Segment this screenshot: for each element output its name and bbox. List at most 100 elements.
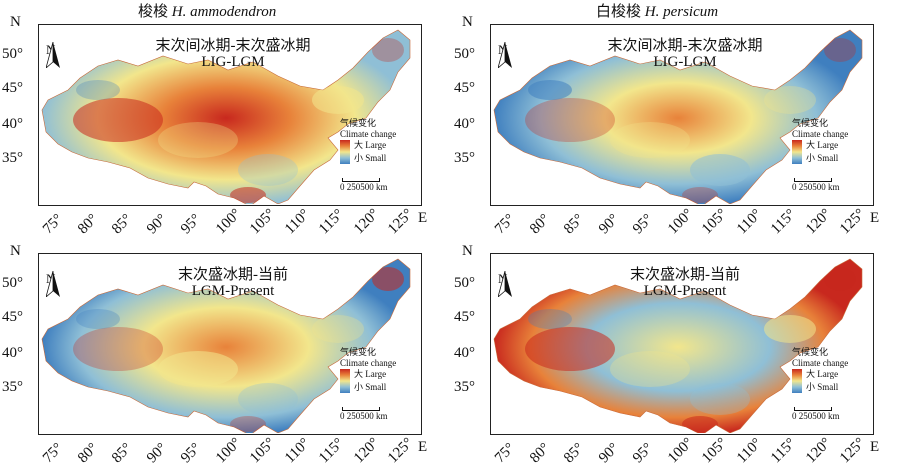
y-tick-label: 45° [454, 309, 475, 325]
raster-patch [690, 154, 750, 186]
period-label-cn: 末次盛冰期-当前 [630, 267, 740, 283]
x-tick-label: 90° [595, 211, 622, 238]
legend-small-cn: 小 [806, 382, 816, 392]
legend: 气候变化 Climate change 大 Large 小 Small [792, 347, 848, 393]
raster-patch [525, 98, 615, 142]
x-tick-label: 85° [561, 211, 588, 238]
scale-bar-labels: 0 250500 km [792, 182, 840, 192]
legend-small-cn: 小 [354, 382, 364, 392]
x-tick-label: 85° [561, 440, 588, 467]
x-tick-label: 110° [733, 435, 765, 467]
raster-patch [312, 86, 364, 114]
legend-title-en: Climate change [340, 358, 397, 368]
x-tick-label: 95° [178, 211, 205, 238]
x-tick-label: 125° [385, 205, 417, 238]
x-tick-label: 100° [212, 205, 244, 238]
map-panel-3: 50° 45° 40° 35° N 75° 80° 85° 90° 95° 100° 105° 110°… [0, 243, 448, 469]
x-tick-label: 95° [178, 440, 205, 467]
legend-large-cn: 大 [354, 369, 364, 379]
north-arrow: N [46, 42, 60, 68]
legend-large-cn: 大 [354, 140, 364, 150]
x-tick-label: 115° [316, 435, 348, 467]
x-tick-label: 80° [74, 211, 101, 238]
raster-patch [824, 267, 856, 291]
period-label-cn: 末次间冰期-末次盛冰期 [607, 38, 763, 54]
legend-title-cn: 气候变化 [792, 118, 829, 128]
x-tick-label: 110° [733, 206, 765, 238]
legend-color-ramp [792, 140, 802, 164]
raster-patch [610, 122, 690, 158]
raster-patch [76, 309, 120, 329]
period-label-en: LIG-LGM [653, 54, 717, 70]
scale-bar-labels: 0 250500 km [340, 411, 388, 421]
legend-color-ramp [340, 140, 350, 164]
raster-patch [158, 351, 238, 387]
legend: 气候变化 Climate change 大 Large 小 Small [792, 118, 848, 164]
raster-patch [528, 309, 572, 329]
x-tick-label: 115° [768, 435, 800, 467]
legend-small-en: Small [365, 153, 387, 163]
legend: 气候变化 Climate change 大 Large 小 Small [340, 347, 396, 393]
scale-bar-line [794, 178, 832, 182]
period-label-cn: 末次盛冰期-当前 [178, 267, 288, 283]
x-tick-label: 100° [212, 434, 244, 467]
legend-title-en: Climate change [792, 358, 849, 368]
x-tick-label: 115° [768, 206, 800, 238]
x-tick-label: 90° [143, 440, 170, 467]
axis-east-label: E [870, 439, 880, 455]
legend-title-cn: 气候变化 [340, 347, 377, 357]
legend-title-cn: 气候变化 [792, 347, 829, 357]
raster-patch [230, 416, 266, 432]
x-tick-label: 110° [281, 435, 313, 467]
raster-patch [525, 327, 615, 371]
x-tick-label: 100° [664, 205, 696, 238]
column-title-right: 白梭梭 H. persicum [596, 4, 719, 20]
column-title-left: 梭梭 H. ammodendron [138, 4, 277, 20]
scale-bar: 0 250500 km [792, 178, 840, 192]
period-label-en: LIG-LGM [201, 54, 265, 70]
raster-patch [73, 98, 163, 142]
climate-change-map [41, 29, 411, 204]
y-tick-label: 35° [454, 379, 475, 395]
x-tick-label: 120° [350, 434, 382, 467]
raster-patch [528, 80, 572, 100]
legend-color-ramp [792, 369, 802, 393]
legend-large-cn: 大 [806, 369, 816, 379]
y-tick-label: 40° [454, 116, 475, 132]
north-arrow-icon [498, 42, 512, 68]
scale-bar: 0 250500 km [340, 178, 388, 192]
x-tick-label: 125° [837, 205, 869, 238]
raster-patch [682, 416, 718, 432]
legend-small-en: Small [365, 382, 387, 392]
scale-bar-line [342, 178, 380, 182]
x-tick-label: 80° [526, 440, 553, 467]
axis-north-label: N [10, 243, 21, 259]
legend-large-cn: 大 [806, 140, 816, 150]
raster-patch [76, 80, 120, 100]
raster-patch [238, 154, 298, 186]
legend-small-cn: 小 [806, 153, 816, 163]
raster-patch [312, 315, 364, 343]
x-tick-label: 105° [699, 434, 731, 467]
axis-north-label: N [10, 14, 21, 30]
x-tick-label: 80° [74, 440, 101, 467]
period-label-en: LGM-Present [191, 283, 275, 299]
x-tick-label: 105° [699, 205, 731, 238]
legend-small-en: Small [817, 153, 839, 163]
x-tick-label: 115° [316, 206, 348, 238]
raster-patch [158, 122, 238, 158]
legend-title-en: Climate change [340, 129, 397, 139]
china-region [493, 258, 863, 433]
north-arrow-icon [46, 42, 60, 68]
legend-color-ramp [340, 369, 350, 393]
north-arrow-icon [46, 271, 60, 297]
raster-patch [372, 267, 404, 291]
scale-bar-labels: 0 250500 km [340, 182, 388, 192]
x-tick-label: 85° [109, 440, 136, 467]
legend-small-en: Small [817, 382, 839, 392]
x-tick-label: 120° [350, 205, 382, 238]
x-tick-label: 100° [664, 434, 696, 467]
legend-large-en: Large [817, 369, 839, 379]
x-tick-label: 75° [492, 211, 519, 238]
x-tick-label: 125° [837, 434, 869, 467]
